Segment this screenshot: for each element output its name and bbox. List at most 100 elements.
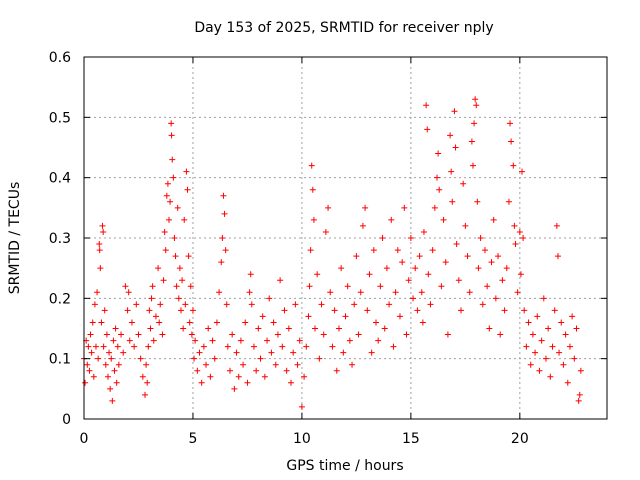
data-point [503,265,510,272]
data-point [322,228,329,235]
data-point [484,283,491,290]
data-point [219,235,226,241]
data-point [511,222,518,229]
data-point [288,379,295,386]
data-point [131,343,138,350]
data-point [187,283,194,290]
data-point [481,247,488,254]
y-tick-label: 0.3 [49,231,71,247]
data-point [223,301,230,308]
y-tick-label: 0.2 [49,291,71,307]
data-point [294,361,301,368]
data-point [377,283,384,290]
data-point [370,247,377,254]
data-point [148,295,155,302]
data-point [351,301,358,308]
data-point [96,247,103,254]
data-point [368,349,375,356]
data-point [146,307,153,314]
data-point [101,307,108,314]
data-point [514,289,521,296]
data-point [427,301,434,308]
data-point [560,361,567,368]
data-point [517,271,524,278]
data-point [375,337,382,344]
data-point [525,319,532,326]
data-point [542,355,549,362]
data-point [126,337,133,344]
data-point [479,301,486,308]
data-point [91,301,98,308]
data-point [173,283,180,290]
data-point [497,331,504,338]
x-tick-label: 10 [293,431,311,447]
data-point [573,325,580,332]
data-point [333,367,340,374]
data-point [553,222,560,229]
data-point [240,361,247,368]
data-point [85,343,92,350]
data-point [490,216,497,223]
x-tick-label: 20 [511,431,529,447]
data-point [501,307,508,314]
data-point [189,307,196,314]
data-point [162,247,169,254]
data-point [357,289,364,296]
data-point [191,355,198,362]
data-point [564,379,571,386]
data-point [507,120,514,127]
data-point [475,265,482,272]
data-point [468,138,475,145]
data-point [142,391,149,398]
data-point [331,307,338,314]
data-point [231,385,238,392]
data-point [307,247,314,254]
data-point [92,343,99,350]
data-point [495,253,502,260]
data-point [172,253,179,260]
data-point [114,343,121,350]
x-axis-label: GPS time / hours [286,458,403,474]
data-point [108,355,115,362]
data-point [94,289,101,296]
data-point [90,373,97,380]
data-point [97,265,104,272]
data-point [554,253,561,260]
data-point [438,283,445,290]
data-point [188,331,195,338]
data-point [566,343,573,350]
x-tick-label: 0 [80,431,89,447]
data-point [431,204,438,211]
data-point [198,379,205,386]
data-point [505,198,512,205]
data-point [344,283,351,290]
data-point [196,349,203,356]
data-point [96,241,103,248]
data-point [247,271,254,278]
y-tick-label: 0.4 [49,171,71,187]
data-point [169,156,176,163]
data-point [306,283,313,290]
data-point [462,222,469,229]
data-point [473,102,480,109]
data-point [335,325,342,332]
data-point [403,331,410,338]
y-tick-label: 0.5 [49,110,71,126]
x-tick-label: 15 [402,431,420,447]
data-point [182,301,189,308]
data-point [110,337,117,344]
data-point [477,235,484,241]
data-point [125,289,132,296]
data-point [149,283,156,290]
data-point [211,355,218,362]
data-point [229,331,236,338]
data-point [373,319,380,326]
data-point [160,277,167,284]
data-point [434,174,441,181]
data-point [100,343,107,350]
data-point [220,192,227,199]
data-point [508,138,515,145]
data-point [366,271,373,278]
data-point [192,337,199,344]
data-point [412,265,419,272]
